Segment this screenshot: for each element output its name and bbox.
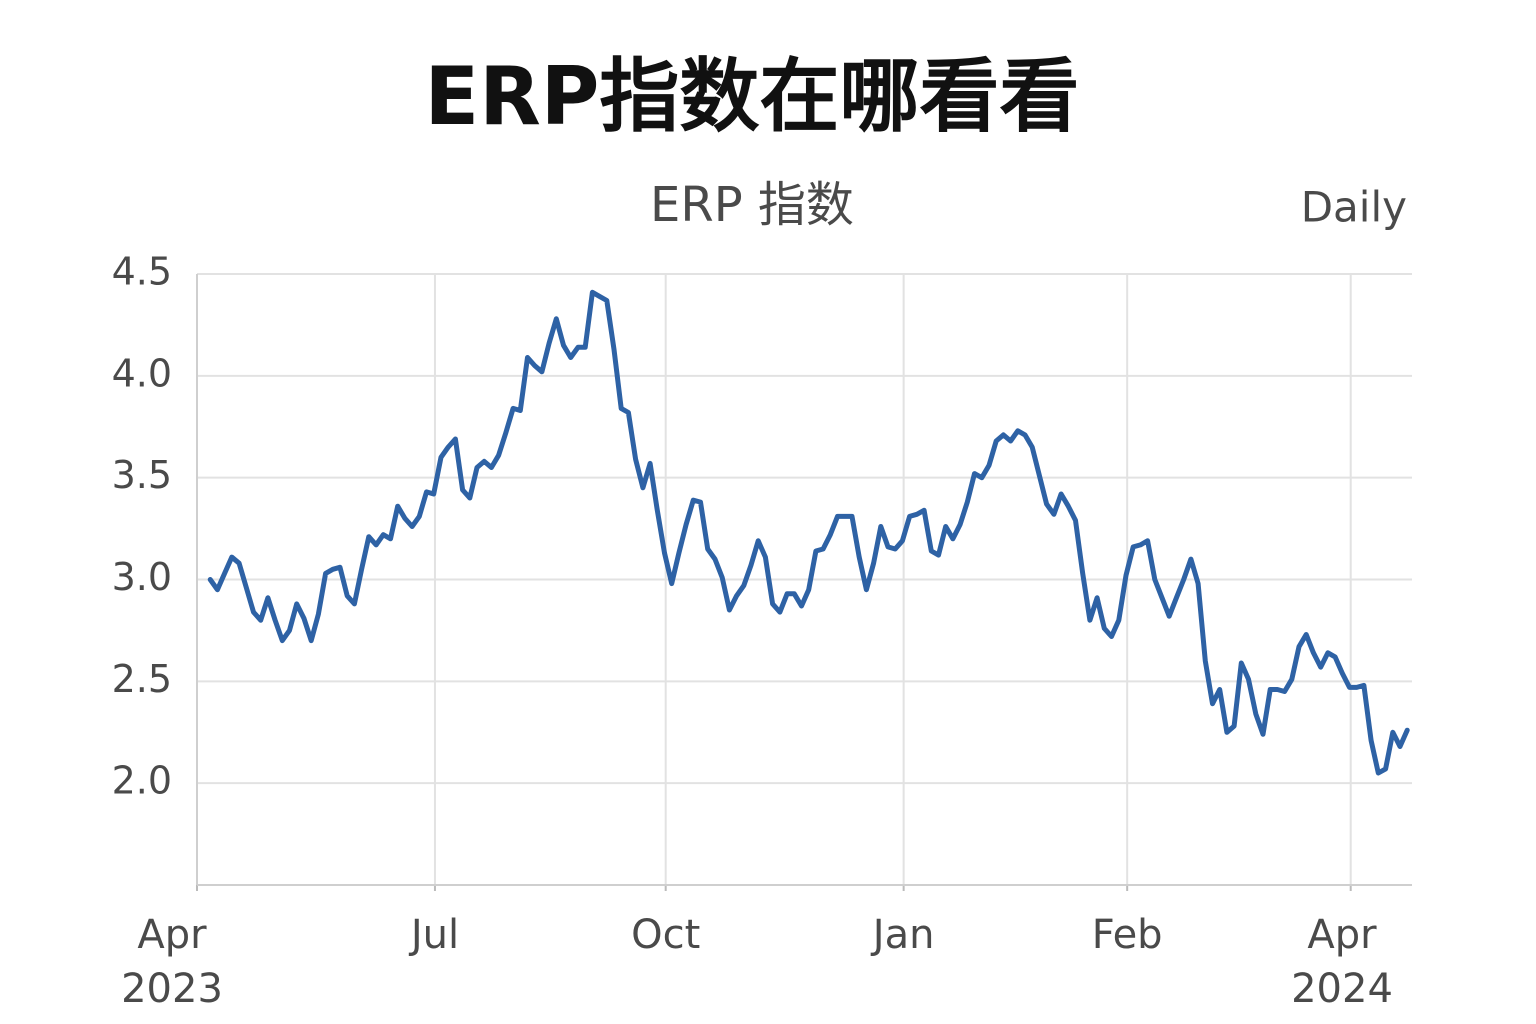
y-tick-label: 3.0 <box>112 555 172 599</box>
x-tick-label: Feb <box>1092 912 1163 958</box>
x-tick-label: Jul <box>408 912 459 958</box>
y-tick-label: 4.5 <box>112 250 172 294</box>
y-tick-label: 2.5 <box>112 657 172 701</box>
y-tick-label: 2.0 <box>112 759 172 803</box>
x-tick-label: Jan <box>870 912 935 958</box>
x-tick-label: Oct <box>631 912 700 958</box>
x-tick-label: 2024 <box>1291 966 1393 1012</box>
data-line <box>207 289 1410 776</box>
chart-subtitle: ERP 指数 <box>650 177 854 233</box>
y-tick-label: 4.0 <box>112 351 172 395</box>
x-tick-label: 2023 <box>121 966 223 1012</box>
chart-title: ERP指数在哪看看 <box>425 50 1080 143</box>
x-tick-label: Apr <box>1307 912 1377 958</box>
y-tick-label: 3.5 <box>112 453 172 497</box>
annotation: Daily <box>1301 183 1407 232</box>
x-tick-label: Apr <box>137 912 207 958</box>
